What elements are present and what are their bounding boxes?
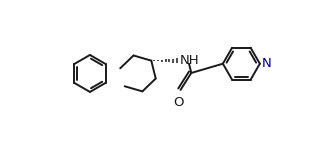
Text: O: O (173, 96, 183, 109)
Text: NH: NH (180, 54, 199, 67)
Text: N: N (262, 57, 272, 70)
